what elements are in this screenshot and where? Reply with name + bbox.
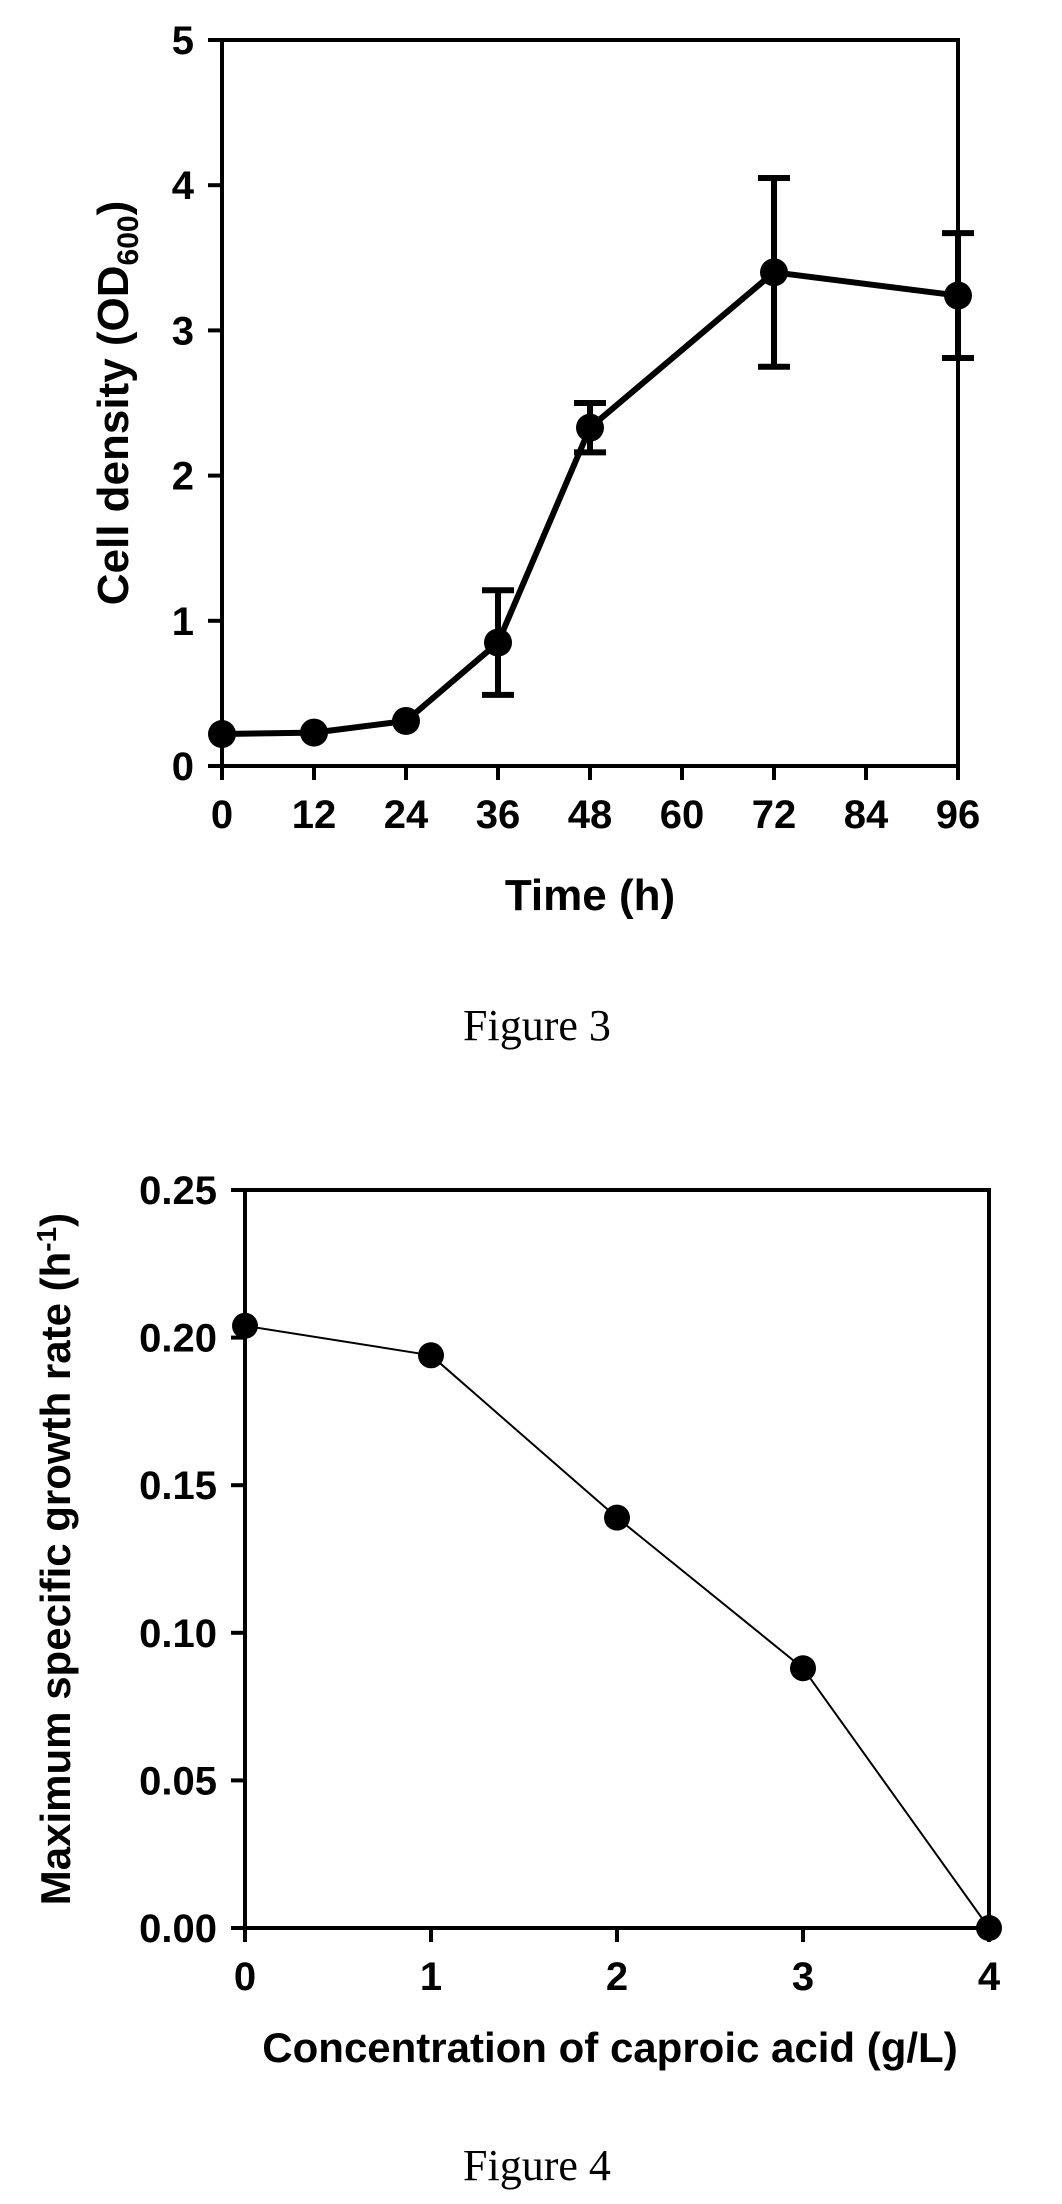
y-axis-title: Cell density (OD600) [89, 201, 145, 606]
chart-marks [232, 1312, 1002, 1941]
y-axis-title-main: Cell density (OD [89, 265, 138, 605]
y-axis-title-subscript: 600 [112, 215, 145, 265]
y-tick-label: 1 [172, 600, 194, 644]
x-tick-label: 2 [606, 1955, 628, 1999]
x-tick-label: 84 [844, 793, 889, 837]
data-point [418, 1342, 444, 1369]
x-axis-title: Time (h) [505, 871, 675, 920]
y-tick-label: 0.25 [139, 1169, 217, 1213]
y-axis-title: Maximum specific growth rate (h-1) [31, 1213, 79, 1905]
plot-frame [243, 1188, 991, 1930]
y-tick-label: 3 [172, 309, 194, 353]
x-tick-label: 96 [936, 793, 981, 837]
y-axis-title-main: Maximum specific growth rate (h [32, 1252, 79, 1905]
axis-ticks: 0 1 2 3 4 0.00 0.05 0.10 0.15 0.20 0.25 [139, 1169, 1001, 1999]
y-axis-title-suffix: ) [32, 1213, 79, 1227]
y-tick-label: 0.05 [139, 1759, 217, 1803]
y-tick-label: 2 [172, 455, 194, 499]
x-tick-label: 0 [211, 793, 233, 837]
x-tick-label: 4 [978, 1955, 1001, 1999]
y-tick-label: 5 [172, 19, 194, 63]
x-tick-label: 0 [234, 1955, 256, 1999]
y-tick-label: 0 [172, 745, 194, 789]
y-tick-label: 0.20 [139, 1317, 217, 1361]
data-point [604, 1504, 630, 1531]
y-tick-label: 4 [172, 164, 195, 208]
y-axis-title-suffix: ) [89, 201, 138, 216]
data-point [208, 720, 236, 749]
x-tick-label: 48 [568, 793, 613, 837]
chart-marks [208, 174, 974, 749]
figure-caption: Figure 3 [463, 1001, 611, 1050]
y-axis-title-superscript: -1 [31, 1227, 62, 1252]
data-point [484, 628, 512, 657]
x-tick-label: 1 [420, 1955, 442, 1999]
y-tick-label: 0.15 [139, 1464, 217, 1508]
figure-4-chart: 0 1 2 3 4 0.00 0.05 0.10 0.15 0.20 0.25 Concentrat… [31, 1169, 1002, 2190]
y-tick-label: 0.10 [139, 1612, 217, 1656]
x-axis-title: Concentration of caproic acid (g/L) [262, 2024, 957, 2071]
x-tick-label: 72 [752, 793, 797, 837]
y-tick-label: 0.00 [139, 1907, 217, 1951]
x-tick-label: 3 [792, 1955, 814, 1999]
x-tick-label: 60 [660, 793, 705, 837]
series-line [244, 1324, 990, 1929]
data-point [392, 706, 420, 735]
data-point [944, 281, 972, 310]
series-line [221, 269, 959, 738]
data-point [790, 1655, 816, 1682]
data-point [576, 413, 604, 442]
data-point [300, 718, 328, 747]
x-tick-label: 36 [476, 793, 521, 837]
data-point [760, 258, 788, 287]
x-tick-label: 24 [384, 793, 429, 837]
data-point [232, 1312, 258, 1339]
figure-caption: Figure 4 [463, 2141, 611, 2190]
x-tick-label: 12 [292, 793, 337, 837]
